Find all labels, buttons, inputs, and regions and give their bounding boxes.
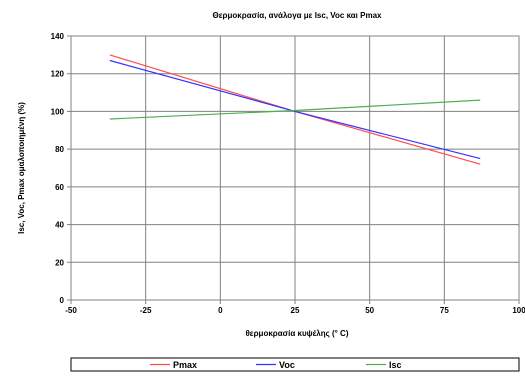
y-tick-label: 0 [60,296,65,305]
series-line-voc [109,59,481,160]
legend-items: Pmax Voc Isc [150,360,402,370]
y-axis-ticks: 0 20 40 60 80 100 120 140 [51,32,71,305]
y-tick-label: 80 [55,145,64,154]
y-tick-label: 120 [51,70,65,79]
legend-label-voc: Voc [279,360,295,370]
x-tick-label: 0 [218,306,223,315]
x-axis-label: θερμοκρασία κυψέλης (° C) [245,329,348,338]
x-axis-ticks: -50 -25 0 25 50 75 100 [65,300,525,315]
series-line-isc [109,99,481,120]
legend-box [70,357,520,372]
x-tick-label: 75 [440,306,449,315]
x-tick-label: 100 [512,306,525,315]
y-tick-label: 40 [55,221,64,230]
x-tick-label: 25 [291,306,300,315]
x-tick-label: -25 [140,306,152,315]
x-tick-label: -50 [65,306,77,315]
y-tick-label: 20 [55,258,64,267]
legend-label-pmax: Pmax [173,360,197,370]
series-lines [109,54,481,165]
y-axis-label: Isc, Voc, Pmax ομαλοποιημένη (%) [17,102,26,234]
y-tick-label: 100 [51,107,65,116]
chart-title: Θερμοκρασία, ανάλογα με Isc, Voc και Pma… [213,11,382,20]
legend-label-isc: Isc [389,360,402,370]
grid [70,35,520,301]
y-tick-label: 60 [55,183,64,192]
y-tick-label: 140 [51,32,65,41]
x-tick-label: 50 [365,306,374,315]
legend: Pmax Voc Isc [70,357,520,372]
